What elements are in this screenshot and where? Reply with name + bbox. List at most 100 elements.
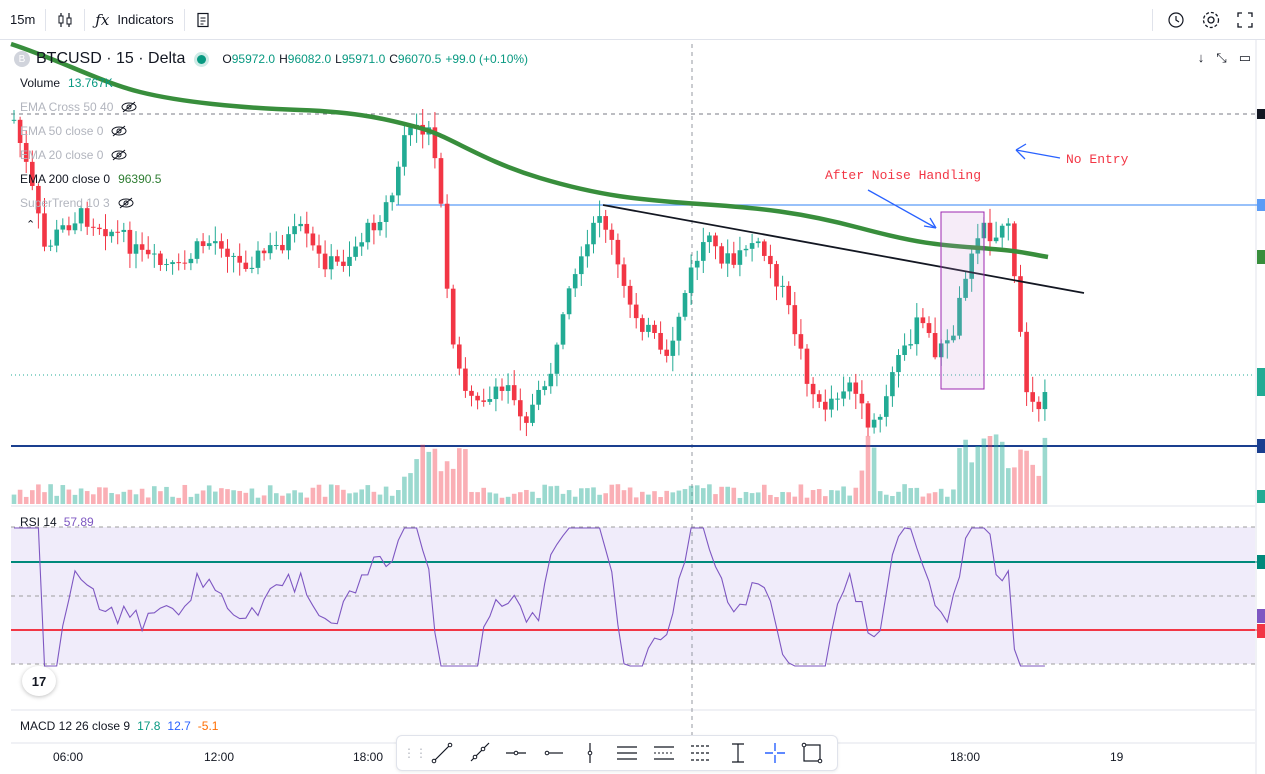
pitchfork-tool[interactable]	[682, 738, 719, 768]
volume-bar	[261, 495, 267, 504]
candle-body	[859, 393, 865, 404]
candle-body	[237, 255, 242, 263]
annotation-no-entry: No Entry	[1066, 152, 1129, 167]
volume-bar	[1024, 450, 1029, 504]
eye-hidden-icon[interactable]	[111, 125, 127, 137]
volume-bar	[902, 484, 907, 504]
trendline-tool[interactable]	[423, 738, 460, 768]
candle-body	[152, 253, 157, 255]
candle-body	[286, 234, 291, 251]
vline-tool[interactable]	[571, 738, 608, 768]
volume-bar	[463, 449, 468, 504]
parallel-channel-icon	[616, 746, 637, 760]
rsi-tag	[1257, 555, 1265, 569]
collapse-legend-icon[interactable]: ⌃	[26, 219, 36, 231]
candle-body	[945, 340, 950, 344]
indicator-value: 13.767K	[68, 76, 113, 90]
x-axis-label: 18:00	[950, 750, 981, 764]
ray-tool[interactable]	[460, 738, 497, 768]
volume-bar	[682, 489, 688, 504]
candle-body	[731, 253, 737, 265]
candle-body	[524, 416, 529, 423]
volume-bar	[170, 496, 175, 504]
hray-tool[interactable]	[534, 738, 571, 768]
parallel-channel-tool[interactable]	[608, 738, 645, 768]
volume-bar	[365, 485, 371, 504]
toolbar-divider	[45, 8, 47, 31]
volume-bar	[566, 490, 572, 504]
candle-body	[493, 386, 499, 400]
macd-legend[interactable]: MACD 12 26 close 9 17.8 12.7 -5.1	[20, 719, 218, 733]
volume-bar	[48, 484, 53, 504]
candle-body	[987, 222, 993, 242]
volume-bar	[78, 488, 84, 504]
candle-body	[450, 288, 456, 345]
toolbar-right	[1152, 0, 1265, 40]
candle-body	[658, 333, 663, 350]
indicator-ema-20[interactable]: EMA 20 close 0	[20, 146, 127, 164]
candle-body	[133, 244, 139, 254]
indicator-name: EMA 200 close 0	[20, 172, 111, 186]
volume-bar	[591, 487, 596, 504]
volume-bar	[341, 489, 346, 504]
crosshair-tool[interactable]	[756, 738, 793, 768]
volume-bar	[359, 489, 364, 504]
chart-type-button[interactable]	[46, 0, 84, 40]
drag-handle-icon[interactable]: ⋮⋮	[403, 746, 427, 760]
indicator-ema-200[interactable]: EMA 200 close 0 96390.5	[20, 170, 161, 188]
candle-body	[72, 223, 78, 231]
candle-body	[487, 399, 493, 402]
indicator-ema-50[interactable]: EMA 50 close 0	[20, 122, 127, 140]
candle-body	[780, 285, 785, 287]
indicators-button[interactable]: ƒx Indicators	[85, 0, 183, 40]
x-axis-label: 19	[1110, 750, 1124, 764]
volume-bar	[896, 491, 901, 504]
macd-value-2: 12.7	[167, 719, 191, 733]
candle-body	[341, 261, 346, 266]
indicator-name: Volume	[20, 76, 61, 90]
volume-bar	[835, 490, 840, 504]
price-chart[interactable]	[0, 40, 1265, 774]
volume-bar	[328, 484, 334, 504]
rectangle-tool[interactable]	[793, 738, 830, 768]
alert-icon[interactable]	[1167, 10, 1187, 30]
candle-body	[902, 345, 907, 355]
volume-bar	[103, 487, 108, 504]
regression-tool[interactable]	[645, 738, 682, 768]
eye-hidden-icon[interactable]	[121, 101, 137, 113]
indicator-volume[interactable]: Volume 13.767K	[20, 74, 113, 92]
collapse-icon[interactable]: ⤡	[1216, 50, 1227, 65]
candle-body	[17, 119, 23, 143]
candle-body	[396, 166, 401, 196]
rsi-tag	[1257, 609, 1265, 623]
rsi-legend[interactable]: RSI 14 57.89	[20, 515, 94, 529]
rsi-band	[11, 527, 1255, 664]
noise-rectangle	[940, 211, 985, 390]
maximize-icon[interactable]: ▭	[1238, 50, 1251, 65]
indicator-ema-cross[interactable]: EMA Cross 50 40	[20, 98, 137, 116]
move-down-icon[interactable]: ↓	[1197, 50, 1205, 65]
candle-body	[499, 386, 505, 391]
hline-tool[interactable]	[497, 738, 534, 768]
fullscreen-icon[interactable]	[1235, 10, 1255, 30]
candle-body	[993, 237, 999, 242]
symbol-title[interactable]: BTCUSD · 15 · Delta	[36, 50, 186, 67]
candle-body	[890, 372, 895, 397]
fib-tool[interactable]	[719, 738, 756, 768]
tradingview-logo[interactable]: 17	[22, 666, 56, 696]
eye-hidden-icon[interactable]	[111, 149, 127, 161]
volume-bar	[701, 488, 706, 504]
templates-button[interactable]	[185, 0, 221, 40]
candle-body	[402, 135, 407, 167]
candle-body	[579, 256, 584, 275]
volume-bar	[554, 485, 560, 504]
interval-button[interactable]: 15m	[10, 12, 36, 27]
indicator-supertrend[interactable]: SuperTrend 10 3	[20, 194, 134, 212]
candle-body	[292, 226, 297, 235]
candle-body	[743, 248, 749, 251]
eye-hidden-icon[interactable]	[118, 197, 134, 209]
rsi-tag	[1257, 624, 1265, 638]
volume-bar	[438, 471, 444, 504]
settings-icon[interactable]	[1201, 10, 1221, 30]
volume-bar	[890, 496, 895, 504]
